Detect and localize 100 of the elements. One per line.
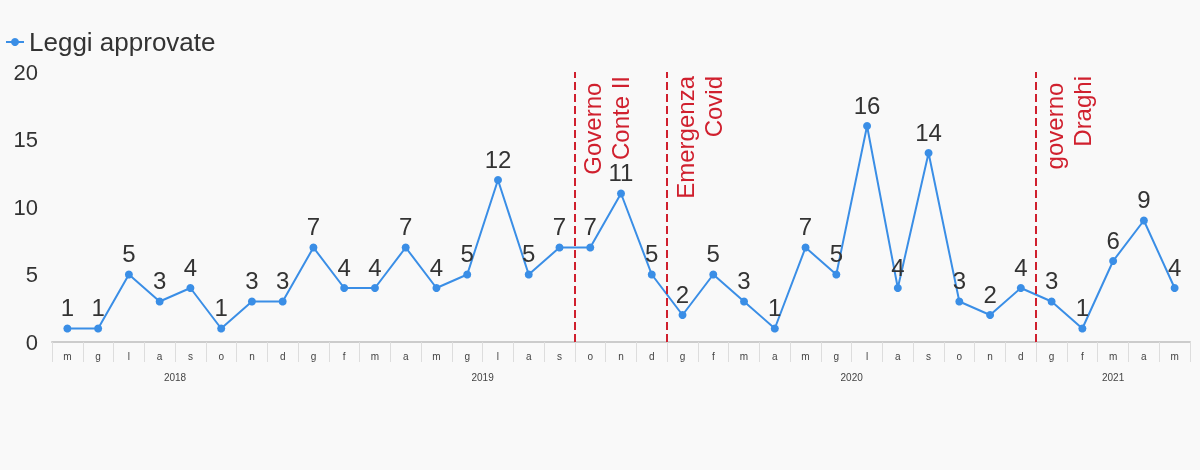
x-tick-label: a	[772, 350, 778, 362]
point	[186, 284, 195, 292]
data-label: 11	[608, 159, 634, 186]
x-tick-label: s	[926, 350, 932, 362]
point	[555, 243, 564, 252]
data-label: 4	[1014, 253, 1028, 281]
data-label: 5	[122, 240, 136, 267]
text: 2020	[840, 371, 864, 383]
y-tick-label: 15	[13, 127, 38, 152]
text: 2018	[163, 371, 187, 383]
point	[124, 270, 133, 279]
data-label: 3	[152, 267, 167, 294]
x-tick-label: n	[249, 350, 255, 362]
data-label: 1	[214, 294, 228, 321]
point	[770, 324, 779, 333]
x-tick-label: g	[833, 350, 840, 362]
point	[678, 311, 687, 319]
point	[924, 149, 933, 157]
x-tick-label: n	[987, 350, 993, 362]
x-tick-label: g	[1048, 350, 1055, 362]
point	[863, 122, 872, 130]
annotation: Emergenza Covid	[671, 75, 727, 199]
x-tick-label: m	[1170, 350, 1179, 362]
x-tick-label: n	[618, 350, 624, 362]
x-tick-label: o	[587, 350, 594, 362]
data-label: 1	[91, 294, 105, 321]
x-tick-label: f	[1080, 350, 1084, 362]
data-label: 4	[183, 253, 198, 281]
point	[709, 270, 718, 279]
data-label: 3	[1044, 267, 1059, 294]
x-tick-label: a	[525, 350, 532, 362]
x-tick-label: l	[496, 350, 500, 362]
data-label: 7	[399, 213, 413, 240]
text: 2021	[1101, 371, 1125, 383]
point	[1109, 257, 1118, 265]
point	[432, 284, 441, 292]
point	[647, 270, 656, 279]
x-tick-label: s	[556, 350, 562, 362]
point	[801, 243, 810, 252]
x-tick-label: m	[801, 350, 810, 362]
point	[94, 324, 103, 333]
x-tick-label: o	[218, 350, 225, 362]
point	[217, 324, 226, 333]
data-label: 14	[915, 118, 942, 146]
point	[524, 270, 533, 279]
data-label: 1	[1075, 294, 1090, 321]
point	[370, 284, 379, 292]
x-tick-label: f	[711, 350, 715, 362]
point	[63, 324, 72, 333]
point	[893, 284, 902, 292]
point	[401, 243, 410, 252]
x-tick-label: m	[1108, 350, 1118, 362]
x-tick-label: s	[187, 350, 193, 362]
point	[247, 297, 256, 306]
data-label: 1	[60, 294, 75, 321]
data-label: 9	[1137, 186, 1151, 213]
x-tick-label: g	[679, 350, 686, 362]
data-label: 5	[522, 240, 536, 267]
x-tick-label: a	[895, 350, 902, 362]
annotation: governo Draghi	[1040, 76, 1096, 170]
data-label: 4	[337, 253, 351, 281]
text: 2019	[471, 371, 495, 383]
y-tick-label: 5	[25, 262, 38, 287]
point	[1170, 284, 1179, 292]
data-label: 5	[460, 240, 474, 267]
point	[1139, 216, 1148, 225]
x-tick-label: g	[310, 350, 317, 362]
x-tick-label: g	[95, 350, 101, 362]
data-label: 4	[1167, 253, 1182, 281]
x-tick-label: m	[432, 350, 441, 362]
data-label: 7	[552, 213, 567, 240]
data-label: 1	[768, 294, 782, 321]
x-tick-label: l	[127, 350, 131, 362]
x-tick-label: m	[370, 350, 380, 362]
data-label: 7	[583, 213, 597, 240]
y-tick-label: 0	[25, 329, 38, 355]
x-tick-label: m	[739, 350, 749, 362]
data-label: 3	[245, 267, 259, 294]
x-tick-label: d	[279, 350, 286, 362]
data-label: 5	[706, 240, 720, 267]
x-tick-label: d	[1018, 350, 1024, 362]
data-label: 4	[429, 253, 444, 281]
point	[617, 189, 625, 198]
x-tick-label: l	[865, 350, 869, 362]
data-label: 12	[484, 145, 512, 173]
point	[1016, 284, 1025, 292]
y-tick-label: 10	[13, 194, 38, 220]
legend-label: Leggi approvate	[29, 27, 216, 57]
data-label: 4	[368, 253, 382, 281]
x-tick-label: a	[1141, 350, 1148, 362]
x-tick-label: a	[156, 350, 163, 362]
point	[832, 270, 841, 279]
data-label: 3	[276, 267, 290, 294]
point	[740, 297, 749, 306]
data-label: 3	[737, 267, 751, 294]
x-tick-label: o	[956, 350, 963, 362]
point	[493, 176, 502, 184]
x-tick-label: a	[402, 350, 409, 362]
point	[1078, 324, 1087, 333]
point	[1047, 297, 1056, 306]
